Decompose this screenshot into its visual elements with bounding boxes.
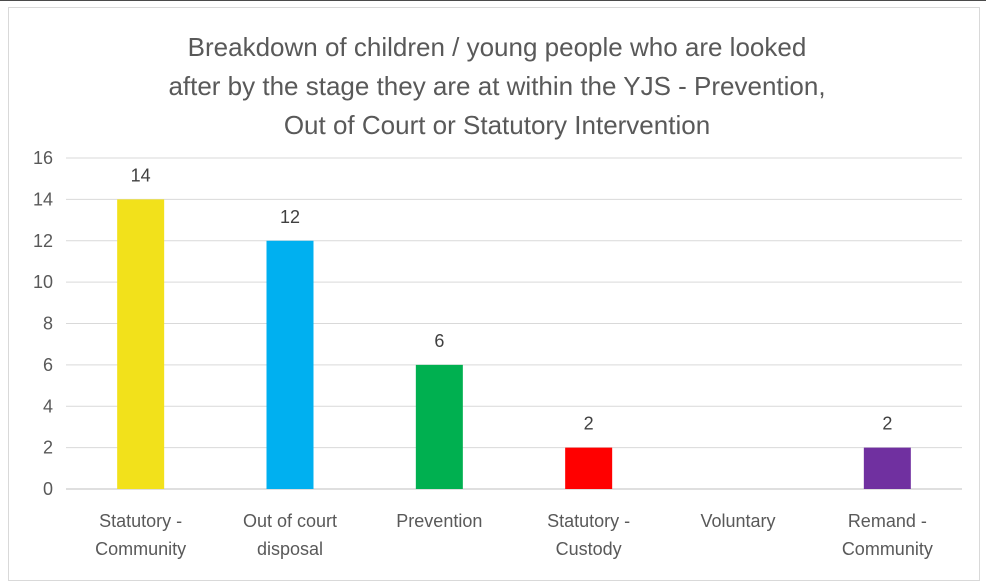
bar bbox=[266, 240, 314, 489]
data-label: 2 bbox=[584, 414, 594, 434]
data-label: 12 bbox=[280, 207, 300, 227]
category-label: Voluntary bbox=[700, 511, 775, 531]
y-tick-label: 0 bbox=[43, 479, 53, 499]
data-label: 6 bbox=[434, 331, 444, 351]
bar bbox=[863, 447, 911, 489]
category-label: Custody bbox=[556, 539, 622, 559]
y-tick-label: 4 bbox=[43, 396, 53, 416]
bar bbox=[565, 447, 613, 489]
category-label: disposal bbox=[257, 539, 323, 559]
data-label: 14 bbox=[131, 165, 151, 185]
chart-title: Breakdown of children / young people who… bbox=[168, 32, 825, 140]
chart-title-line: after by the stage they are at within th… bbox=[168, 71, 825, 101]
gridlines bbox=[66, 157, 962, 490]
y-tick-label: 16 bbox=[33, 148, 53, 168]
y-tick-label: 6 bbox=[43, 355, 53, 375]
category-label: Community bbox=[95, 539, 186, 559]
category-label: Remand - bbox=[848, 511, 927, 531]
x-axis-categories: Statutory - Community Out of court disposal… bbox=[95, 511, 933, 559]
category-label: Statutory - bbox=[99, 511, 182, 531]
chart-title-line: Out of Court or Statutory Intervention bbox=[284, 110, 710, 140]
y-axis-ticks: 0 2 4 6 8 10 12 14 16 bbox=[33, 148, 53, 499]
data-labels: 14 12 6 2 2 bbox=[131, 165, 893, 433]
y-tick-label: 12 bbox=[33, 231, 53, 251]
data-label: 2 bbox=[882, 414, 892, 434]
bar bbox=[117, 199, 165, 489]
y-tick-label: 14 bbox=[33, 189, 53, 209]
y-tick-label: 8 bbox=[43, 314, 53, 334]
category-label: Statutory - bbox=[547, 511, 630, 531]
chart-title-line: Breakdown of children / young people who… bbox=[188, 32, 807, 62]
bars bbox=[117, 199, 911, 489]
y-tick-label: 2 bbox=[43, 438, 53, 458]
category-label: Out of court bbox=[243, 511, 337, 531]
category-label: Community bbox=[842, 539, 933, 559]
bar bbox=[415, 364, 463, 489]
chart-area bbox=[8, 7, 980, 581]
y-tick-label: 10 bbox=[33, 272, 53, 292]
category-label: Prevention bbox=[396, 511, 482, 531]
